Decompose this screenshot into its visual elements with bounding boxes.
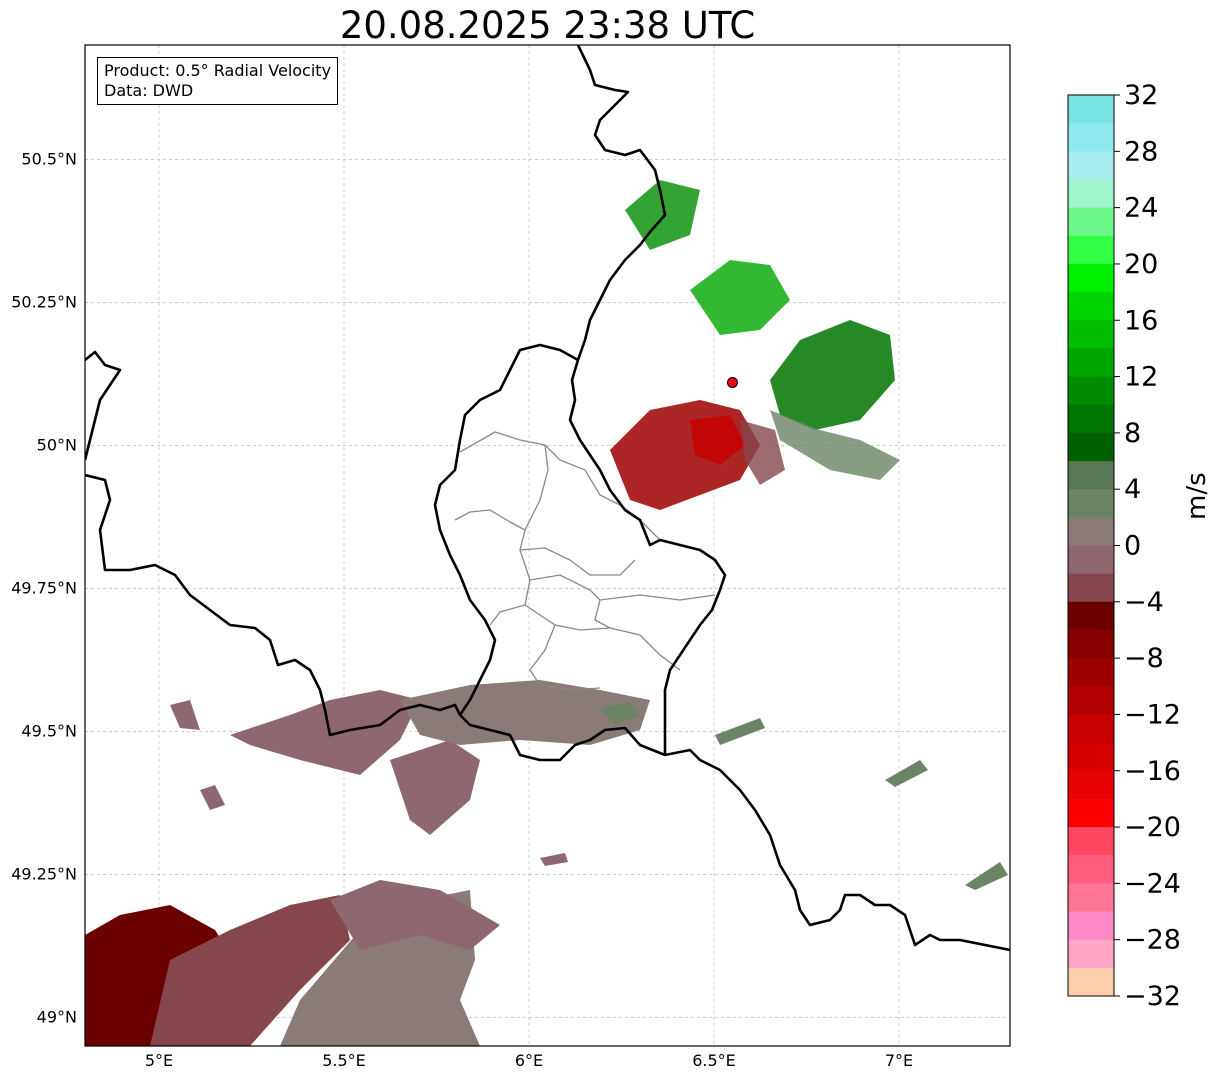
canton-borders (454, 431, 716, 691)
lat-tick-label: 50.25°N (11, 292, 77, 311)
echo-small-6 (540, 853, 568, 866)
echo-radar-receding (610, 400, 760, 510)
colorbar-tick-label: −12 (1124, 699, 1181, 730)
echo-band-center (400, 680, 650, 745)
data-source-label: Data: DWD (104, 81, 194, 100)
colorbar-band (1068, 517, 1114, 546)
colorbar-tick-label: −32 (1124, 981, 1181, 1012)
echo-radar-approaching-far (625, 180, 700, 250)
colorbar-band (1068, 545, 1114, 575)
colorbar-tick-label: 20 (1124, 249, 1158, 280)
colorbar-band (1068, 320, 1114, 349)
echo-small-3 (715, 718, 765, 745)
colorbar-tick-label: 12 (1124, 362, 1158, 393)
echo-band-west (230, 690, 420, 775)
lat-tick-label: 50.5°N (21, 149, 77, 168)
colorbar-band (1068, 601, 1114, 631)
colorbar-band (1068, 404, 1114, 434)
colorbar-tick-label: 28 (1124, 136, 1158, 167)
echo-radar-grey-east (770, 410, 900, 480)
colorbar-band (1068, 714, 1114, 744)
colorbar-band (1068, 348, 1114, 378)
colorbar-band (1068, 742, 1114, 772)
radar-echoes (85, 180, 1008, 1046)
lat-tick-label: 49.25°N (11, 864, 77, 883)
echo-southwest-mauve (330, 880, 500, 950)
echo-small-4 (885, 760, 928, 787)
graticule (85, 45, 1010, 1046)
colorbar-band (1068, 489, 1114, 518)
colorbar-tick-label: 8 (1124, 418, 1141, 449)
colorbar-band (1068, 263, 1114, 293)
colorbar-tick-label: 24 (1124, 193, 1158, 224)
colorbar-band (1068, 629, 1114, 659)
border-west-edge (85, 350, 122, 461)
colorbar-tick-label: 16 (1124, 305, 1158, 336)
lat-tick-label: 49°N (37, 1007, 77, 1026)
lon-tick-label: 6.5°E (692, 1051, 736, 1070)
colorbar-band (1068, 855, 1114, 884)
colorbar-band (1068, 123, 1114, 152)
border-germany-west (568, 45, 727, 755)
colorbar-tick-label: 32 (1124, 80, 1158, 111)
colorbar-band (1068, 235, 1114, 265)
echo-radar-receding-core (690, 415, 745, 465)
colorbar-band (1068, 911, 1114, 941)
lat-tick-label: 49.5°N (21, 721, 77, 740)
colorbar-tick-label: −28 (1124, 925, 1181, 956)
colorbar-band (1068, 770, 1114, 800)
colorbar-tick-label: −20 (1124, 812, 1181, 843)
colorbar-band (1068, 461, 1114, 490)
borders (85, 45, 1010, 952)
border-belgium-france (85, 473, 1010, 952)
colorbar-unit-label: m/s (1182, 472, 1212, 520)
colorbar-band (1068, 292, 1114, 321)
colorbar-band (1068, 376, 1114, 406)
lon-tick-label: 6°E (515, 1051, 543, 1070)
colorbar-band (1068, 939, 1114, 969)
colorbar-tick-label: −24 (1124, 868, 1181, 899)
colorbar-band (1068, 179, 1114, 209)
echo-southwest-mid (150, 895, 350, 1046)
colorbar-band (1068, 151, 1114, 180)
echo-radar-approaching-north (690, 260, 790, 335)
lon-tick-label: 5°E (145, 1051, 173, 1070)
product-label: Product: 0.5° Radial Velocity (104, 61, 332, 80)
figure-title: 20.08.2025 23:38 UTC (339, 4, 756, 47)
echo-small-5 (965, 862, 1008, 890)
axis-tick-labels: 5°E 5.5°E 6°E 6.5°E 7°E 49°N 49.25°N 49.5°N 49.7… (11, 149, 913, 1070)
border-luxembourg (433, 343, 579, 716)
colorbar-band (1068, 573, 1114, 603)
colorbar-band (1068, 658, 1114, 687)
colorbar-band (1068, 967, 1114, 997)
lat-tick-label: 50°N (37, 435, 77, 454)
colorbar: 32 28 24 20 16 12 8 4 0 −4 −8 −12 −16 −20 −24 −28 −32 (1067, 80, 1181, 1012)
colorbar-tick-label: −4 (1124, 587, 1164, 618)
colorbar-tick-label: −8 (1124, 643, 1164, 674)
echo-small-2 (200, 785, 225, 810)
echo-band-east (600, 702, 640, 724)
echo-radar-receding-fringe (740, 420, 785, 485)
colorbar-band (1068, 207, 1114, 237)
info-box: Product: 0.5° Radial Velocity Data: DWD (97, 57, 339, 105)
colorbar-tick-label: −16 (1124, 756, 1181, 787)
radar-site-marker (727, 376, 738, 388)
lon-tick-label: 7°E (885, 1051, 913, 1070)
colorbar-tick-label: 0 (1124, 531, 1141, 562)
echo-small-1 (170, 700, 200, 730)
lon-tick-label: 5.5°E (322, 1051, 366, 1070)
colorbar-tick-label: 4 (1124, 474, 1141, 505)
colorbar-band (1068, 827, 1114, 856)
colorbar-band (1068, 798, 1114, 828)
lat-tick-label: 49.75°N (11, 578, 77, 597)
map-frame (84, 44, 1011, 1047)
echo-radar-approaching (770, 320, 895, 430)
colorbar-band (1068, 686, 1114, 715)
echo-band-tail (390, 740, 480, 835)
colorbar-band (1068, 432, 1114, 462)
colorbar-band (1068, 883, 1114, 913)
colorbar-band (1068, 95, 1114, 124)
